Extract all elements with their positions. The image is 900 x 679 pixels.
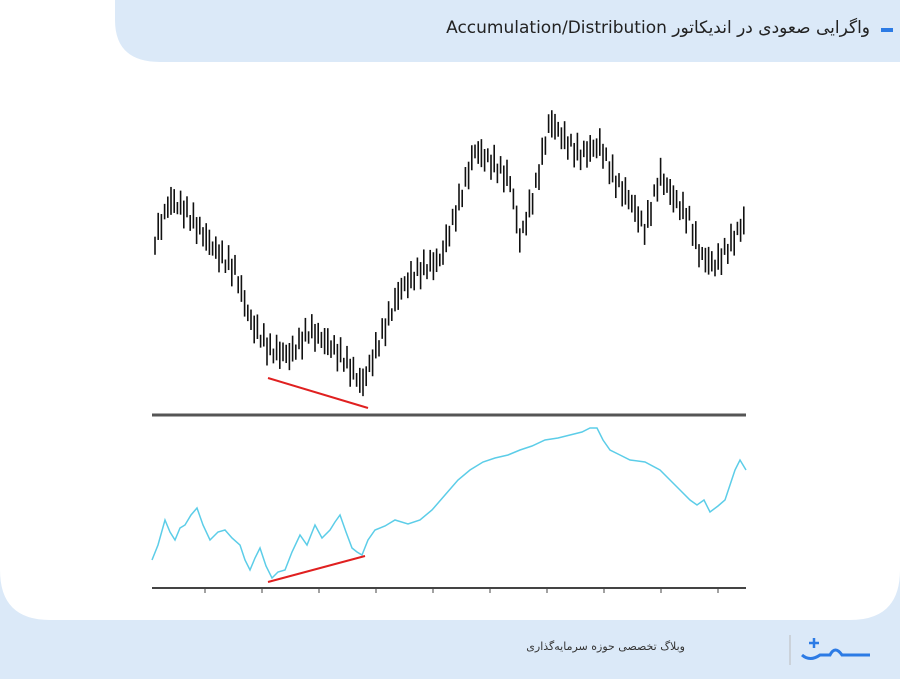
divergence-line-price [267,377,369,409]
card-body [0,0,900,620]
title: واگرایی صعودی در اندیکاتور Accumulation/… [446,18,870,38]
card [0,0,900,620]
divergence-line-indicator [267,555,366,583]
title-marker [881,28,893,32]
indicator-line [151,427,747,580]
price-candles [154,110,745,397]
axis-ticks [204,588,719,593]
logo-plus [809,638,819,648]
logo [789,635,870,665]
footer-text: وبلاگ تخصصی حوزه سرمایه‌گذاری [526,640,685,653]
logo-mark [801,648,870,660]
